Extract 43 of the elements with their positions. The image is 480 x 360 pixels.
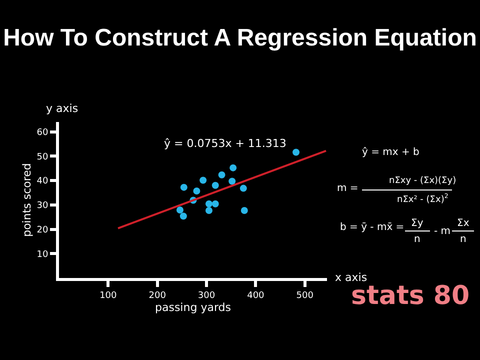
x-tick-label: 200	[148, 290, 166, 301]
x-tick-label: 100	[100, 290, 118, 301]
x-tick-label: 500	[296, 290, 314, 301]
x-tick-label: 300	[198, 290, 216, 301]
text: m =	[337, 183, 358, 194]
point	[180, 184, 188, 191]
y-tick-label: 60	[36, 128, 48, 138]
text: nΣxy - (Σx)(Σy)	[389, 176, 456, 186]
point	[240, 206, 248, 214]
text: n	[460, 234, 466, 245]
y-tick-label: 50	[36, 152, 48, 162]
text: ŷ = mx + b	[362, 146, 420, 158]
point	[205, 206, 212, 214]
point	[205, 200, 212, 208]
point	[228, 178, 236, 185]
text: Σx	[457, 218, 470, 229]
point	[193, 187, 200, 194]
y-tick-label: 20	[36, 225, 48, 236]
point	[200, 176, 207, 184]
point	[230, 164, 237, 172]
y-tick-label: 40	[36, 176, 48, 187]
text: b = ȳ - mx̄ =	[340, 222, 404, 233]
point	[212, 200, 219, 208]
text: x axis	[335, 271, 368, 284]
x-axis-title: passing yards	[155, 300, 232, 314]
y-tick-label: 30	[36, 201, 48, 212]
text: y axis	[46, 102, 78, 115]
point	[292, 148, 300, 156]
text: n	[414, 234, 420, 245]
text: stats 80	[351, 281, 470, 311]
text: Σy	[411, 218, 424, 229]
point	[212, 182, 219, 189]
text: - m	[434, 226, 451, 237]
annotation: ŷ = 0.0753x + 11.313	[164, 137, 286, 150]
point	[240, 184, 247, 192]
point	[176, 206, 184, 214]
y-axis-title: points scored	[20, 163, 34, 237]
point	[180, 212, 187, 220]
x-tick-label: 400	[247, 290, 265, 301]
chart-title: How To Construct A Regression Equation	[3, 24, 477, 52]
y-tick-label: 10	[36, 250, 48, 260]
point	[218, 171, 226, 178]
text: nΣx² - (Σx)$^{2}$	[397, 193, 448, 205]
